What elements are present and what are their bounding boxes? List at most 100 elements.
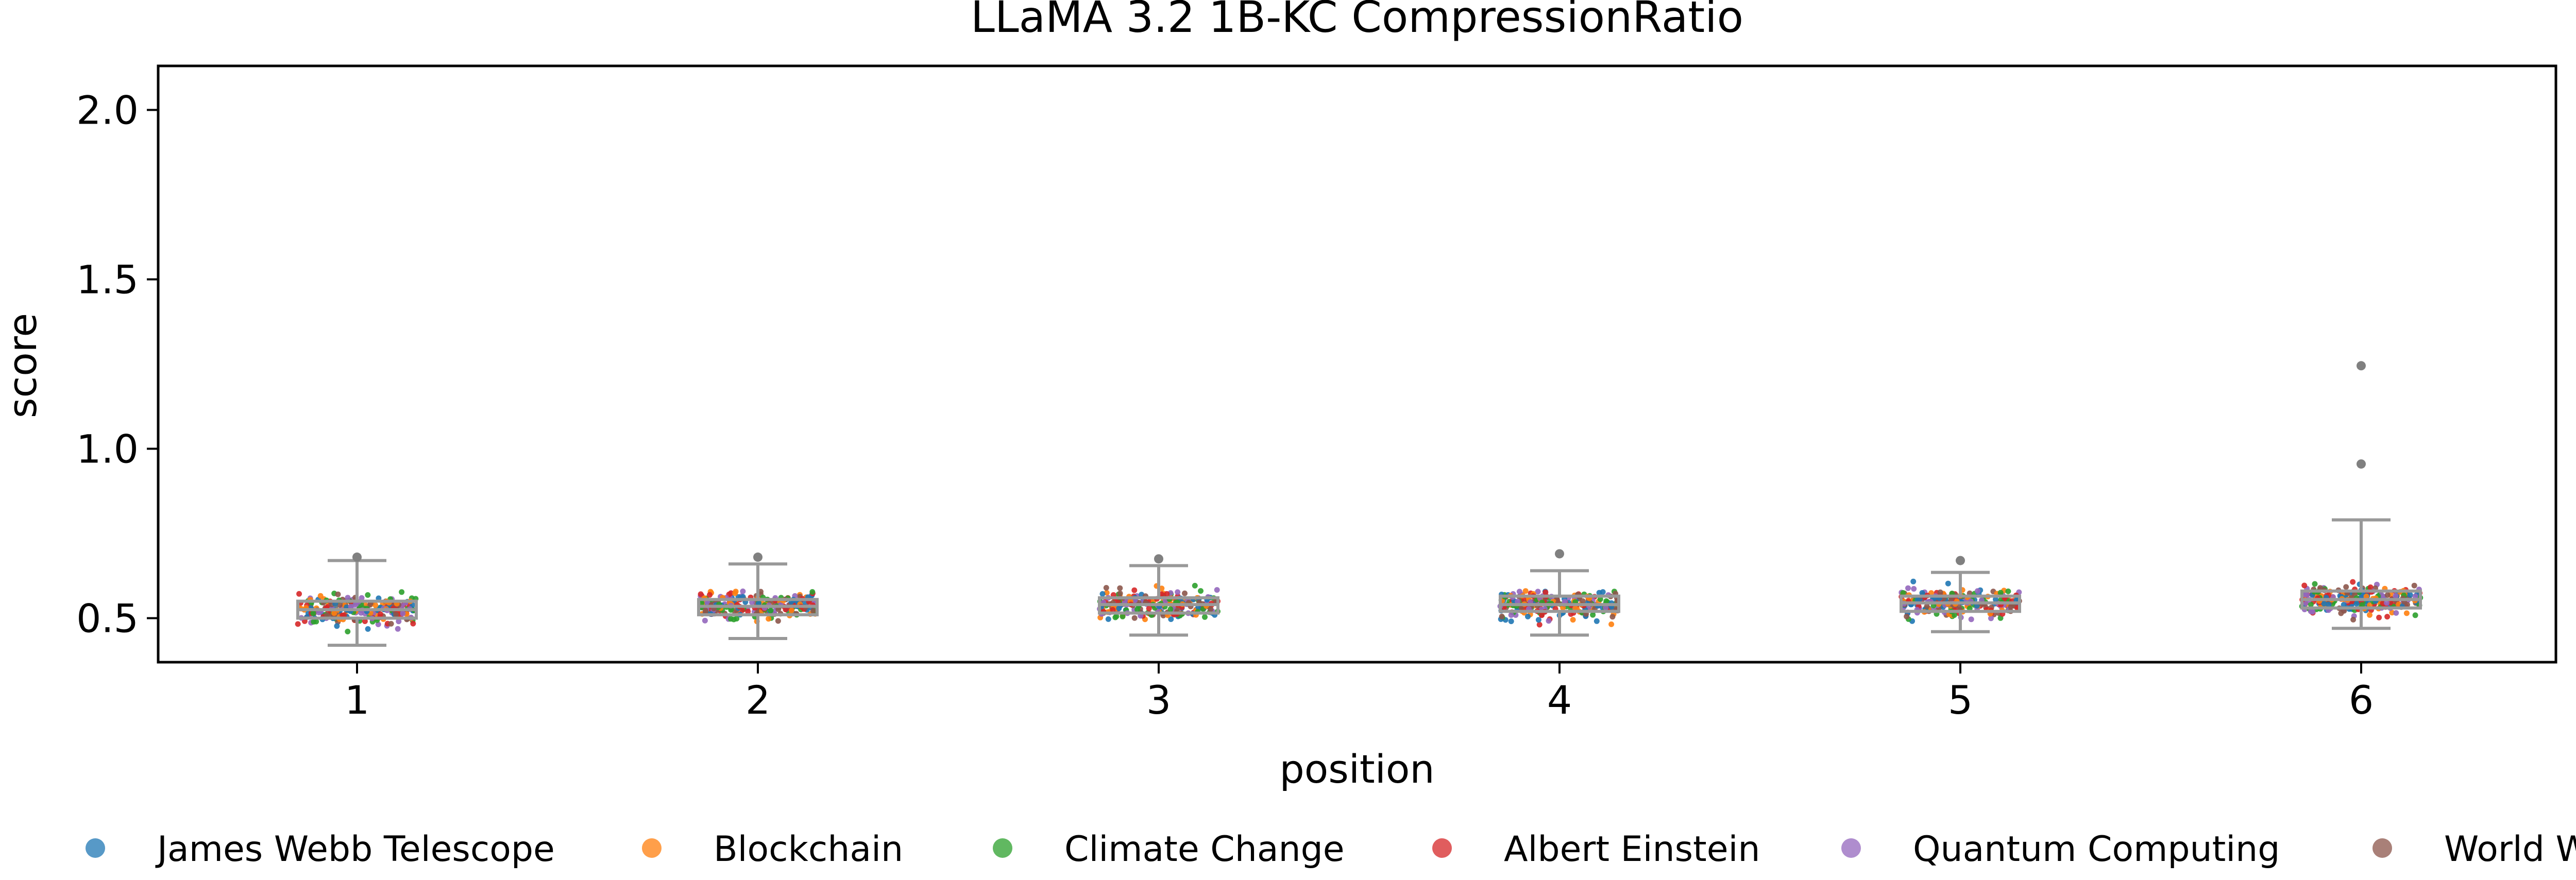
strip-point — [1608, 621, 1615, 627]
y-axis: 0.5 1.0 1.5 2.0 — [76, 88, 158, 641]
strip-point — [2384, 614, 2391, 620]
strip-point — [388, 620, 394, 627]
strip-point — [1131, 615, 1138, 621]
strip-point — [1202, 614, 1208, 620]
strip-point — [1904, 613, 1910, 619]
strip-point — [1112, 614, 1118, 620]
strip-point — [2308, 601, 2314, 608]
strip-point — [1910, 578, 1917, 584]
strip-point — [2412, 593, 2418, 599]
strip-point — [1603, 605, 1609, 611]
strip-point — [365, 626, 371, 632]
strip-point — [1900, 590, 1906, 596]
strip-point — [1535, 589, 1541, 595]
strip-point — [1609, 614, 1616, 620]
strip-point — [1580, 598, 1586, 604]
strip-point — [1103, 585, 1109, 591]
strip-point — [1168, 616, 1174, 622]
box-3 — [1098, 564, 1219, 637]
strip-point — [1499, 613, 1505, 619]
legend-label: Albert Einstein — [1504, 829, 1760, 870]
strip-point — [1975, 588, 1980, 594]
strip-point — [809, 589, 816, 595]
strip-point — [775, 618, 781, 624]
legend-item: Quantum Computing — [1841, 829, 2280, 870]
strip-point — [1167, 606, 1174, 612]
strip-point — [2301, 582, 2308, 589]
box-5 — [1900, 571, 2021, 633]
strip-point — [2384, 600, 2389, 606]
strip-point — [1516, 589, 1522, 595]
strip-point — [1572, 605, 1579, 611]
strip-point — [365, 592, 371, 598]
box-6 — [2300, 518, 2422, 630]
strip-point — [1597, 596, 1603, 602]
strip-point — [732, 590, 738, 596]
strip-point — [345, 629, 351, 634]
outlier-point — [2357, 361, 2366, 371]
strip-point — [1525, 613, 1531, 619]
strip-point — [1543, 589, 1549, 595]
y-tick-label: 1.5 — [76, 257, 139, 303]
legend-label: World War II — [2444, 829, 2576, 870]
strip-point — [2367, 612, 2372, 618]
strip-point — [2312, 581, 2318, 587]
legend-marker — [1432, 838, 1452, 858]
strip-point — [1590, 612, 1596, 618]
strip-point — [2350, 579, 2356, 585]
legend-marker — [993, 838, 1012, 858]
legend-item: Climate Change — [993, 829, 1345, 870]
strip-point — [362, 618, 368, 624]
y-tick-label: 2.0 — [76, 88, 139, 133]
x-axis-label: position — [1279, 746, 1434, 792]
legend-item: Albert Einstein — [1432, 829, 1760, 870]
strip-point — [395, 626, 401, 632]
strip-point — [768, 608, 774, 614]
strip-point — [1539, 612, 1545, 618]
strip-point — [2376, 614, 2382, 620]
strip-point — [1105, 616, 1111, 622]
legend: James Webb Telescope Blockchain Climate Ch… — [86, 829, 2576, 870]
strip-point — [698, 591, 704, 597]
strip-point — [731, 616, 737, 623]
legend-marker — [2372, 838, 2392, 858]
outlier-point — [1956, 556, 1965, 565]
strip-point — [728, 607, 734, 613]
strip-point — [1546, 618, 1552, 624]
strip-point — [810, 608, 816, 614]
strip-point — [345, 595, 351, 601]
strip-point — [1117, 590, 1123, 596]
x-tick-label: 4 — [1547, 677, 1572, 723]
strip-point — [311, 619, 317, 625]
strip-point — [1968, 616, 1974, 623]
x-tick-label: 3 — [1146, 677, 1171, 723]
box-4 — [1499, 569, 1620, 637]
strip-point — [1522, 588, 1529, 594]
strip-point — [702, 617, 708, 624]
strip-point — [2393, 610, 2399, 616]
strip-point — [1508, 612, 1514, 618]
outlier-point — [753, 553, 762, 562]
strip-point — [1997, 590, 2004, 596]
y-tick-label: 0.5 — [76, 595, 139, 641]
x-tick-label: 1 — [345, 677, 369, 723]
legend-item: James Webb Telescope — [86, 829, 555, 870]
outlier-point — [1154, 554, 1163, 564]
strip-point — [1924, 603, 1930, 609]
strip-point — [1600, 589, 1606, 595]
strip-point — [1535, 617, 1541, 623]
outlier-point — [1555, 549, 1564, 559]
strip-point — [393, 612, 399, 618]
strip-point — [2005, 588, 2011, 594]
outlier-point — [2357, 459, 2366, 469]
strip-point — [1110, 607, 1116, 613]
plot-area — [295, 361, 2424, 647]
strip-point — [1914, 597, 1921, 603]
strip-point — [1508, 618, 1514, 625]
strip-point — [2008, 603, 2014, 610]
strip-point — [1919, 590, 1925, 596]
strip-point — [1159, 585, 1165, 592]
strip-point — [1146, 606, 1152, 612]
strip-point — [1536, 622, 1543, 628]
